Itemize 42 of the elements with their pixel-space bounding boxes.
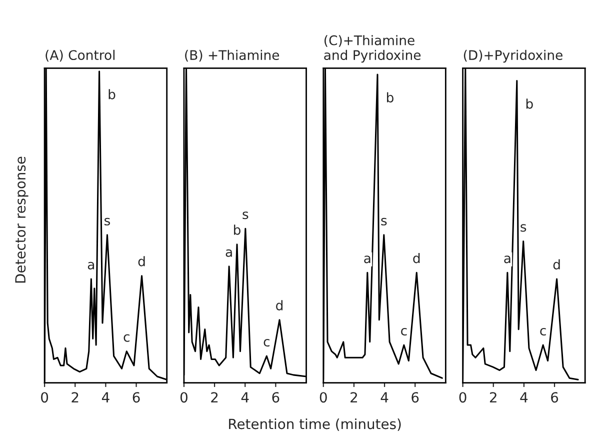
- x-tick-label: 2: [211, 392, 218, 402]
- x-tick-label: 2: [490, 392, 496, 402]
- annotation: c: [264, 338, 270, 347]
- annotation: a: [504, 256, 510, 264]
- x-tick-label: 4: [102, 392, 110, 402]
- x-axis-title: Retention time (minutes): [229, 418, 401, 431]
- annotation: b: [526, 98, 533, 109]
- annotation: s: [242, 212, 248, 220]
- x-tick-label: 0: [180, 392, 188, 403]
- annotation: b: [234, 224, 240, 235]
- x-tick-label: 2: [350, 392, 357, 402]
- annotation: a: [364, 256, 370, 264]
- x-tick-label: 0: [41, 392, 48, 403]
- x-tick-label: 0: [320, 392, 327, 403]
- annotation: d: [138, 256, 145, 266]
- chart-title: (C)+Thiamine and Pyridoxine: [324, 35, 421, 63]
- annotation: s: [104, 218, 110, 226]
- x-tick-label: 0: [459, 392, 466, 403]
- x-tick-label: 4: [520, 392, 528, 402]
- annotation: c: [401, 328, 407, 336]
- annotation: a: [88, 262, 94, 270]
- chart-title: (B) +Thiamine: [185, 50, 280, 62]
- annotation: a: [226, 249, 232, 257]
- annotation: b: [108, 89, 116, 100]
- annotation: c: [540, 328, 546, 336]
- x-tick-label: 2: [72, 392, 78, 402]
- annotation: b: [387, 92, 394, 102]
- y-axis-title: Detector response: [15, 156, 28, 283]
- annotation: d: [553, 259, 560, 270]
- chart-title: (D)+Pyridoxine: [464, 50, 562, 63]
- x-tick-label: 6: [551, 392, 558, 403]
- annotation: d: [413, 252, 420, 264]
- x-tick-label: 6: [412, 392, 419, 403]
- annotation: c: [124, 334, 130, 342]
- annotation: s: [381, 218, 387, 226]
- chart-title: (A) Control: [46, 50, 115, 62]
- annotation: d: [276, 300, 282, 310]
- x-tick-label: 4: [380, 392, 388, 402]
- x-tick-label: 6: [132, 392, 140, 403]
- x-tick-label: 4: [241, 392, 249, 402]
- x-tick-label: 6: [272, 392, 280, 403]
- annotation: s: [520, 224, 526, 232]
